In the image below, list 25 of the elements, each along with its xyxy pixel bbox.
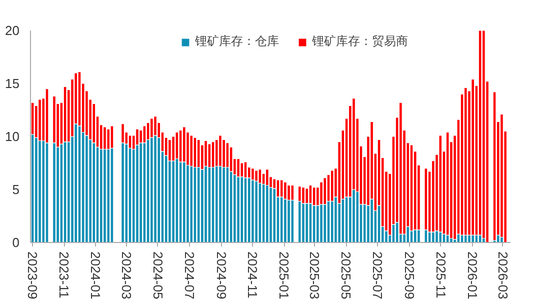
x-tick-label: 2023-09: [25, 252, 40, 300]
y-tick-label: 5: [12, 182, 20, 197]
y-tick-label: 10: [5, 129, 20, 144]
x-tick-label: 2025-07: [370, 252, 385, 300]
x-tick-label: 2026-01: [464, 252, 480, 300]
x-tick-label: 2024-07: [182, 252, 197, 300]
x-tick-label: 2024-03: [118, 252, 134, 300]
y-tick-label: 15: [5, 76, 20, 91]
x-tick-label: 2024-01: [88, 252, 103, 300]
x-tick-label: 2025-05: [338, 252, 354, 300]
x-tick-label: 2025-09: [402, 252, 417, 300]
x-tick-label: 2024-09: [214, 252, 229, 300]
x-tick-label: 2024-05: [150, 252, 166, 300]
x-tick-label: 2025-01: [276, 252, 292, 300]
x-tick-label: 2025-03: [307, 252, 322, 300]
x-tick-label: 2024-11: [245, 252, 260, 298]
x-tick-label: 2025-11: [433, 252, 448, 298]
legend-label: 锂矿库存：贸易商: [312, 33, 408, 50]
y-tick-label: 20: [5, 23, 20, 38]
bar: [492, 92, 496, 241]
x-tick-label: 2026-03: [495, 252, 510, 300]
bar: [482, 30, 486, 239]
legend-label: 锂矿库存：仓库: [195, 33, 279, 50]
x-tick-label: 2023-11: [56, 252, 72, 298]
y-tick-label: 0: [12, 235, 20, 250]
